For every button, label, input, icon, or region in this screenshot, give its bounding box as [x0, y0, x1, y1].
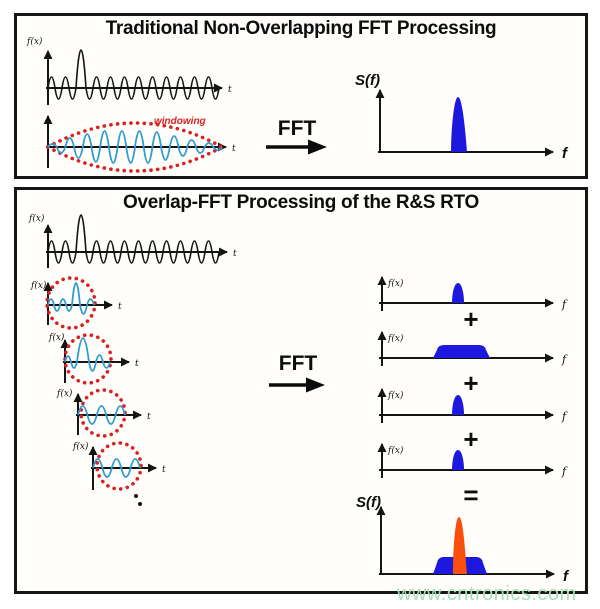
dot [134, 494, 138, 498]
fft-arrow-group: FFT [269, 352, 325, 393]
fft-label: FFT [279, 352, 318, 375]
panel-overlap-fft: Overlap-FFT Processing of the R&S RTO f(… [14, 187, 588, 594]
segment-plot-4: f(x) t [72, 441, 166, 491]
panel2-title: Overlap-FFT Processing of the R&S RTO [123, 192, 479, 213]
spectrum1-xlabel: f [561, 298, 568, 311]
time-signal-xlabel: t [233, 249, 237, 259]
operator-equals: = [463, 480, 478, 510]
segment1-xlabel: t [118, 302, 122, 312]
windowing-plot: t windowing [43, 115, 236, 173]
result-peak [453, 517, 467, 574]
operator-plus-1: + [463, 304, 478, 334]
spectrum-plot-3: f(x) f [377, 388, 568, 423]
narrow-peak [452, 283, 464, 303]
time-signal-ylabel: f(x) [26, 36, 43, 47]
operator-plus-2: + [463, 368, 478, 398]
spectrum-plot-1: f(x) f [377, 276, 568, 311]
time-signal-plot: f(x) t [26, 36, 232, 105]
window-envelope-top [46, 121, 224, 149]
operator-plus-3: + [463, 424, 478, 454]
wide-plateau [433, 345, 490, 358]
panel1-graphics: f(x) t t windowing FFT [26, 36, 569, 173]
fft-arrow-head [308, 139, 327, 155]
segment-plot-2: f(x) t [48, 332, 139, 385]
result-xlabel: f [563, 568, 570, 585]
fft-label: FFT [278, 117, 317, 140]
segment2-ylabel: f(x) [48, 332, 65, 343]
result-ylabel: S(f) [356, 494, 381, 511]
segment-plot-3: f(x) t [56, 388, 151, 438]
narrow-peak [452, 450, 464, 470]
dot [138, 502, 142, 506]
window-envelope-bottom [46, 145, 224, 173]
windowed-waveform [92, 458, 141, 478]
spectrum4-ylabel: f(x) [387, 445, 404, 456]
panel1-title: Traditional Non-Overlapping FFT Processi… [105, 18, 497, 39]
time-signal-plot: f(x) t [28, 213, 237, 268]
window-envelope [95, 441, 143, 491]
spectrum-plot-2: f(x) f [377, 331, 568, 366]
segment4-xlabel: t [162, 465, 166, 475]
spectrum2-xlabel: f [561, 353, 568, 366]
spectrum2-ylabel: f(x) [387, 333, 404, 344]
spectrum-xlabel: f [562, 145, 569, 162]
spectrum3-xlabel: f [561, 410, 568, 423]
fft-arrow-head [306, 377, 325, 393]
panel-traditional-fft: Traditional Non-Overlapping FFT Processi… [14, 13, 588, 179]
segment4-ylabel: f(x) [72, 441, 89, 452]
time-signal-ylabel: f(x) [28, 213, 45, 224]
panel2-graphics: f(x) t f(x) t f(x) t [28, 213, 570, 585]
windowing-xlabel: t [232, 144, 236, 154]
segment3-xlabel: t [147, 412, 151, 422]
time-signal-xlabel: t [228, 85, 232, 95]
window-envelope [45, 276, 97, 330]
signal-waveform [47, 49, 220, 100]
segment2-xlabel: t [135, 359, 139, 369]
spectrum-peak [451, 97, 467, 152]
windowed-waveform [47, 282, 95, 315]
spectrum3-ylabel: f(x) [387, 390, 404, 401]
ellipsis-dots [134, 494, 142, 506]
windowing-annotation: windowing [154, 116, 206, 127]
watermark-text: www.cntronics.com [397, 583, 577, 605]
windowed-waveform [47, 130, 223, 164]
spectrum-ylabel: S(f) [355, 72, 380, 89]
spectrum-plot: S(f) f [355, 72, 569, 162]
signal-waveform [47, 214, 220, 264]
narrow-peak [452, 395, 464, 415]
result-spectrum-plot: S(f) f [356, 494, 570, 585]
spectrum4-xlabel: f [561, 465, 568, 478]
spectrum-plot-4: f(x) f [377, 443, 568, 478]
windowed-waveform [77, 405, 126, 425]
windowed-waveform [64, 337, 111, 372]
spectrum1-ylabel: f(x) [387, 278, 404, 289]
segment3-ylabel: f(x) [56, 388, 73, 399]
fft-arrow-group: FFT [266, 117, 327, 155]
segment1-ylabel: f(x) [30, 280, 47, 291]
segment-plot-1: f(x) t [30, 276, 122, 330]
